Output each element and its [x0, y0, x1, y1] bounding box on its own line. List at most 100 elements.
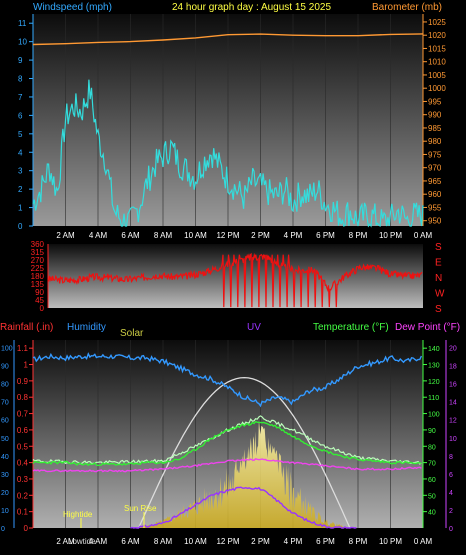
temp-tick-label: 40	[428, 510, 436, 517]
rain-tick-label: 0.3	[17, 475, 29, 484]
wind-tick-label: 1	[18, 204, 23, 213]
compass-label: N	[435, 273, 442, 284]
humidity-tick-label: 0	[1, 526, 5, 533]
direction-tick-label: 45	[35, 296, 44, 305]
humidity-tick-label: 30	[1, 472, 9, 479]
wind-tick-label: 7	[18, 93, 23, 102]
time-axis-labels: 2 AM 4 AM 6 AM 8 AM 10 AM 12 PM 2 PM 4 PM 6 PM 8 …	[56, 231, 432, 240]
compass-label: S	[435, 242, 442, 253]
chart-title: 24 hour graph day : August 15 2025	[172, 2, 331, 13]
rain-tick-label: 0.9	[17, 377, 29, 386]
time-tick-label: 6 AM	[121, 231, 140, 240]
solar-radiation-area	[138, 420, 350, 528]
direction-tick-label: 315	[31, 248, 45, 257]
temp-tick-label: 70	[428, 461, 436, 468]
temp-tick-label: 50	[428, 493, 436, 500]
weather-time-tick-label: 8 AM	[154, 537, 173, 546]
time-tick-label: 12 PM	[216, 231, 239, 240]
uv-tick-label: 20	[449, 346, 457, 353]
weather-time-tick-label: 2 AM	[56, 537, 75, 546]
wind-direction-series-line	[47, 252, 423, 308]
humidity-tick-label: 80	[1, 382, 9, 389]
temp-tick-label: 100	[428, 412, 440, 419]
temp-tick-label: 130	[428, 363, 440, 370]
uv-tick-label: 18	[449, 364, 457, 371]
baro-tick-label: 990	[428, 111, 442, 120]
rainfall-axis: 0 0.1 0.2 0.3 0.4 0.5 0.6 0.7 0.8 0.9 1 1.1	[17, 340, 34, 533]
baro-tick-label: 965	[428, 177, 442, 186]
uv-series-line	[130, 486, 357, 529]
uv-axis: 0 2 4 6 8 10 12 14 16 18 20	[445, 340, 457, 533]
wind-tick-label: 5	[18, 130, 23, 139]
wind-tick-label: 6	[18, 111, 23, 120]
humidity-tick-label: 60	[1, 418, 9, 425]
weather-time-tick-label: 6 AM	[121, 537, 140, 546]
baro-tick-label: 970	[428, 164, 442, 173]
humidity-tick-label: 50	[1, 436, 9, 443]
humidity-tick-label: 10	[1, 508, 9, 515]
dewpoint-series-line	[32, 458, 422, 473]
wind-grid	[65, 14, 424, 226]
baro-tick-label: 1005	[428, 71, 446, 80]
rain-tick-label: 0.6	[17, 426, 29, 435]
baro-tick-label: 1000	[428, 84, 446, 93]
wind-tick-label: 11	[18, 19, 27, 28]
time-tick-label: 0 AM	[414, 231, 433, 240]
dewpoint-legend: Dew Point (°F)	[395, 322, 460, 333]
temp-tick-label: 80	[428, 444, 436, 451]
time-tick-label: 6 PM	[316, 231, 335, 240]
rainfall-legend: Rainfall (.in)	[0, 322, 53, 333]
compass-label: W	[435, 289, 445, 300]
uv-tick-label: 16	[449, 382, 457, 389]
baro-tick-label: 995	[428, 97, 442, 106]
weather-time-tick-label: 4 AM	[89, 537, 108, 546]
temp-tick-label: 60	[428, 477, 436, 484]
direction-tick-label: 0	[40, 304, 45, 313]
rain-tick-label: 0.2	[17, 491, 29, 500]
temperature-legend: Temperature (°F)	[313, 322, 389, 333]
sunrise-label: Sun Rise	[124, 504, 157, 513]
weather-time-tick-label: 10 PM	[379, 537, 402, 546]
wind-tick-label: 3	[18, 167, 23, 176]
direction-tick-label: 225	[31, 264, 45, 273]
weather-time-axis-labels: 2 AM 4 AM 6 AM 8 AM 10 AM 12 PM 2 PM 4 PM 6 PM 8 …	[56, 537, 432, 546]
time-tick-label: 8 AM	[154, 231, 173, 240]
rain-tick-label: 0.5	[17, 442, 29, 451]
rain-tick-label: 0.1	[17, 508, 29, 517]
uv-tick-label: 4	[449, 490, 453, 497]
baro-tick-label: 955	[428, 203, 442, 212]
humidity-tick-label: 100	[1, 346, 13, 353]
temperature-axis: 40 50 60 70 80 90 100 110 120 130 140	[422, 340, 440, 528]
rain-tick-label: 0.4	[17, 459, 29, 468]
direction-tick-label: 90	[35, 288, 44, 297]
time-tick-label: 8 PM	[349, 231, 368, 240]
wind-tick-label: 0	[18, 222, 23, 231]
uv-tick-label: 10	[449, 436, 457, 443]
direction-tick-label: 180	[31, 272, 45, 281]
weather-time-tick-label: 6 PM	[316, 537, 335, 546]
baro-tick-label: 980	[428, 137, 442, 146]
solar-max-curve	[138, 376, 351, 529]
time-tick-label: 10 AM	[184, 231, 207, 240]
humidity-legend: Humidity	[67, 322, 106, 333]
direction-tick-label: 135	[31, 280, 45, 289]
hightide-label: Hightide	[63, 510, 93, 519]
baro-tick-label: 1010	[428, 58, 446, 67]
direction-tick-label: 270	[31, 256, 45, 265]
temp-tick-label: 120	[428, 379, 440, 386]
humidity-tick-label: 70	[1, 400, 9, 407]
uv-tick-label: 8	[449, 454, 453, 461]
weather-time-tick-label: 8 PM	[349, 537, 368, 546]
compass-label: S	[435, 304, 442, 315]
rain-tick-label: 0	[24, 524, 29, 533]
weather-time-tick-label: 2 PM	[251, 537, 270, 546]
baro-tick-label: 985	[428, 124, 442, 133]
humidity-tick-label: 20	[1, 490, 9, 497]
uv-tick-label: 14	[449, 400, 457, 407]
temp-tick-label: 90	[428, 428, 436, 435]
humidity-tick-label: 90	[1, 364, 9, 371]
uv-tick-label: 2	[449, 508, 453, 515]
wind-tick-label: 2	[18, 185, 23, 194]
